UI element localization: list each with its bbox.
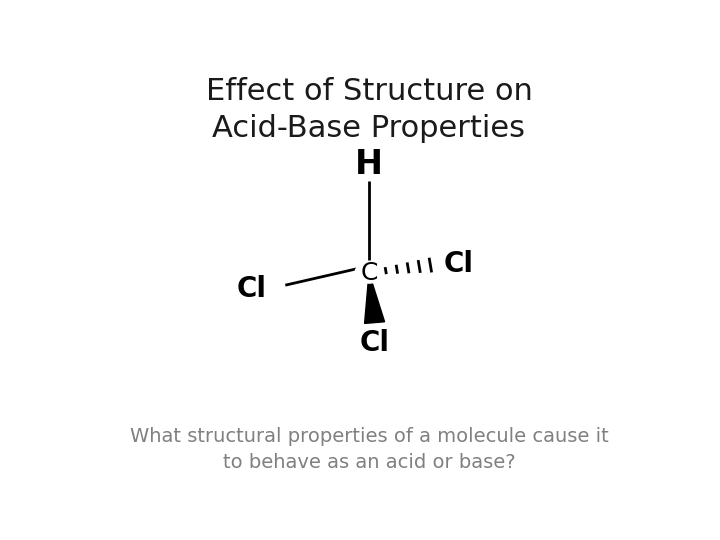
Text: Effect of Structure on
Acid-Base Properties: Effect of Structure on Acid-Base Propert…: [206, 77, 532, 143]
Polygon shape: [364, 273, 384, 323]
Text: C: C: [360, 261, 378, 285]
Text: What structural properties of a molecule cause it
to behave as an acid or base?: What structural properties of a molecule…: [130, 427, 608, 472]
Circle shape: [355, 262, 383, 283]
Text: Cl: Cl: [237, 275, 267, 303]
Text: H: H: [355, 148, 383, 181]
Text: Cl: Cl: [444, 251, 473, 279]
Text: Cl: Cl: [359, 329, 390, 357]
